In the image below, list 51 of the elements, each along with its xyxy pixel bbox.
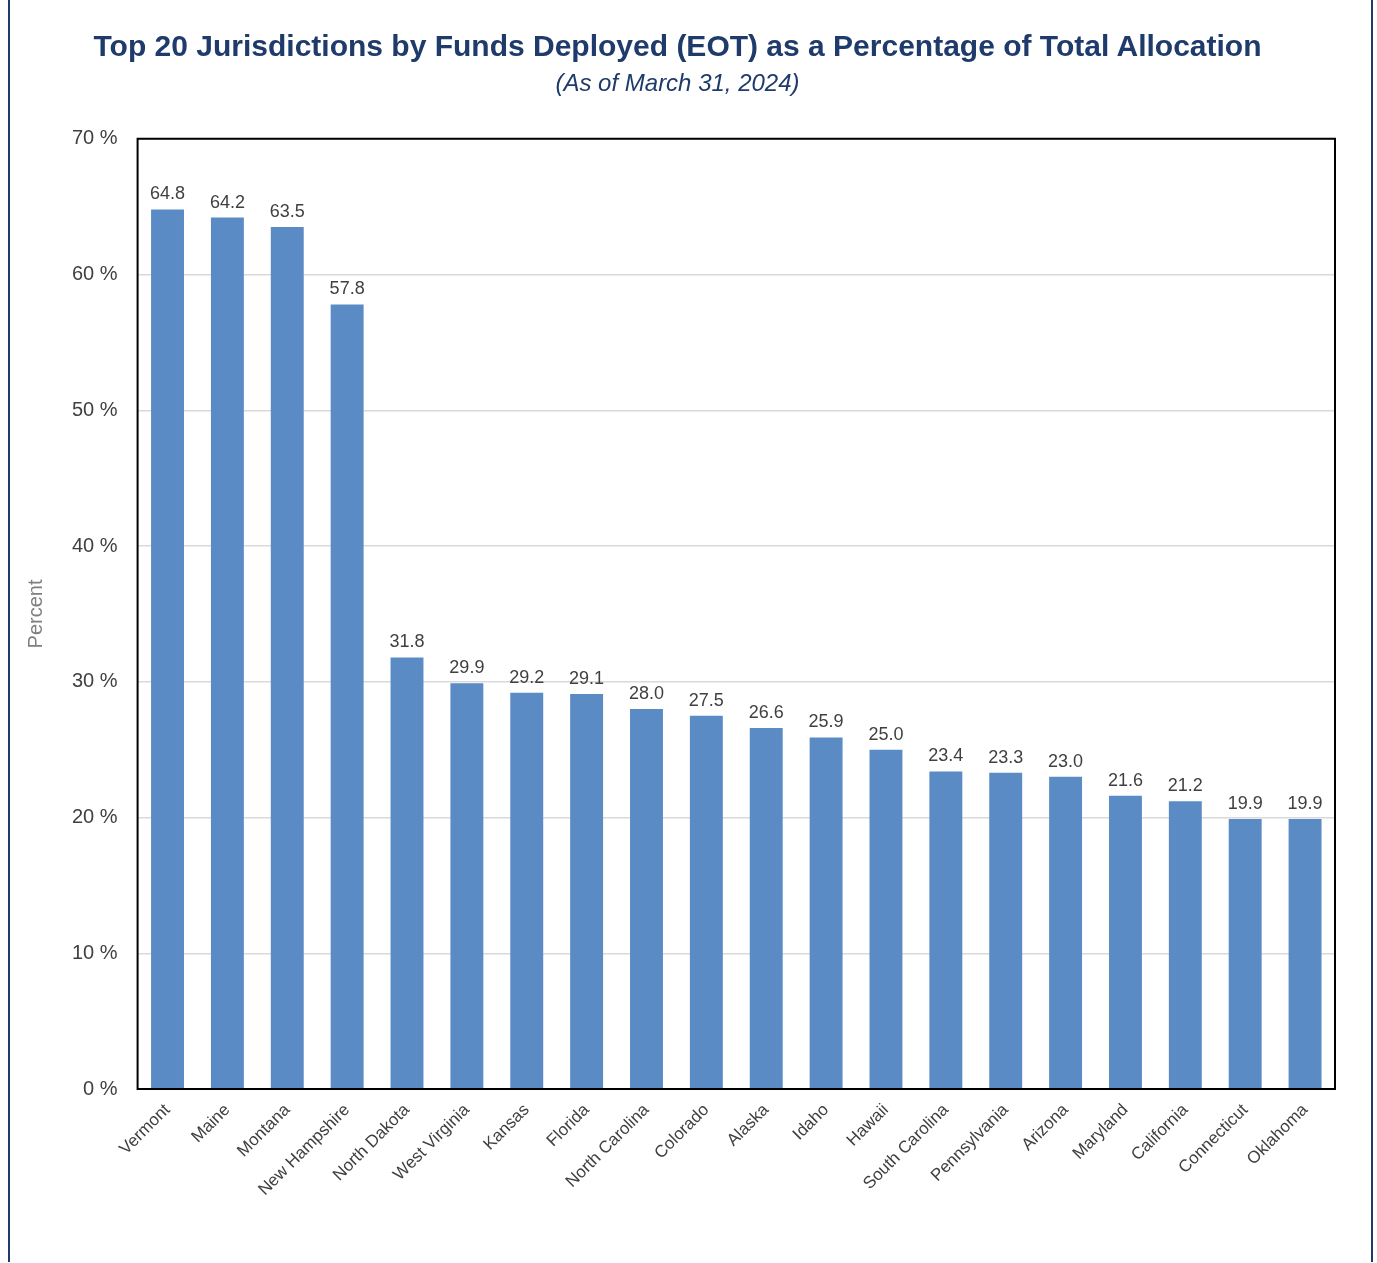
bar (151, 209, 184, 1089)
data-label: 25.9 (808, 711, 844, 732)
data-label: 23.0 (1048, 750, 1084, 771)
bar (1228, 818, 1262, 1089)
bar (1108, 795, 1142, 1089)
bar (809, 737, 843, 1089)
data-label: 31.8 (389, 631, 425, 652)
bar (330, 304, 364, 1089)
bar (1288, 818, 1322, 1089)
bar (1049, 776, 1083, 1089)
bar (689, 715, 723, 1089)
data-label: 57.8 (329, 278, 365, 299)
data-label: 21.6 (1107, 769, 1143, 790)
bar (510, 692, 544, 1089)
data-label: 19.9 (1287, 792, 1323, 813)
y-tick-label: 40 % (71, 533, 118, 556)
bar (749, 727, 783, 1089)
data-label: 26.6 (748, 701, 784, 722)
y-axis-title: Percent (23, 579, 46, 649)
data-label: 21.2 (1167, 775, 1203, 796)
y-tick-label: 70 % (71, 126, 118, 149)
bar (270, 227, 304, 1089)
y-tick-label: 0 % (83, 1076, 118, 1099)
bar (929, 771, 963, 1089)
y-tick-label: 60 % (71, 262, 118, 285)
data-label: 27.5 (688, 689, 724, 710)
chart-title: Top 20 Jurisdictions by Funds Deployed (EOT) as a Percentage of Total Allocation (93, 29, 1262, 63)
data-label: 29.1 (569, 668, 605, 688)
chart-subtitle: (As of March 31, 2024) (555, 69, 800, 97)
bar (210, 217, 244, 1089)
bar (869, 749, 903, 1089)
data-label: 28.0 (628, 682, 665, 703)
y-tick-label: 20 % (71, 805, 118, 828)
bar (570, 694, 604, 1089)
data-label: 64.2 (209, 191, 245, 212)
bar (630, 708, 663, 1089)
data-label: 64.8 (150, 183, 186, 204)
data-label: 19.9 (1227, 792, 1263, 813)
bar (390, 657, 424, 1089)
bar (450, 683, 484, 1089)
data-label: 23.4 (928, 745, 964, 766)
y-tick-label: 10 % (71, 940, 118, 963)
data-label: 63.5 (269, 201, 305, 222)
data-label: 29.9 (449, 657, 485, 678)
y-tick-label: 30 % (71, 669, 118, 692)
bar (989, 772, 1023, 1089)
bar (1168, 801, 1202, 1089)
y-tick-label: 50 % (71, 397, 118, 420)
data-label: 29.2 (509, 666, 545, 687)
data-label: 25.0 (868, 723, 904, 744)
data-label: 23.3 (988, 746, 1024, 767)
